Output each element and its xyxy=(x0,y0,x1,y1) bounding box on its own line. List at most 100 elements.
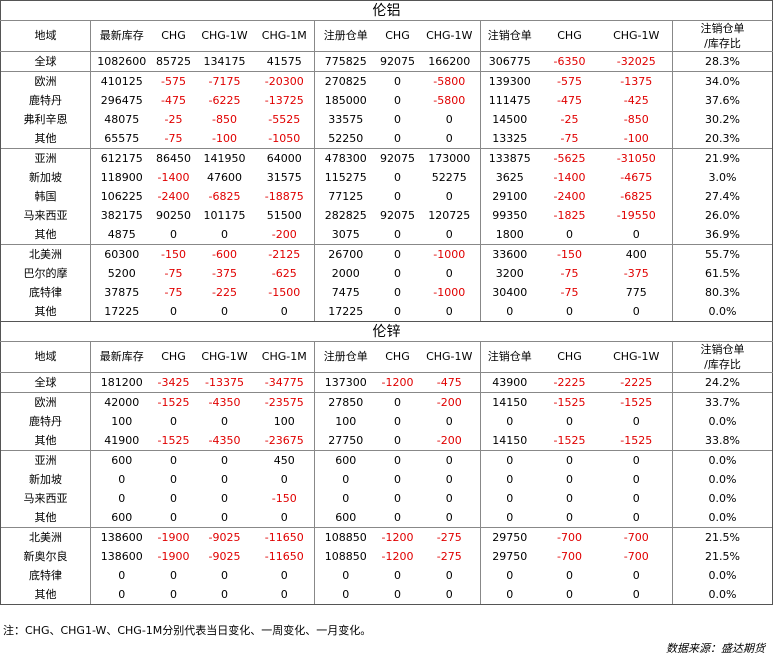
stock-value: -75 xyxy=(164,131,183,145)
stock-value: -850 xyxy=(212,112,237,126)
stock-value: -2225 xyxy=(538,372,601,393)
stock-value: -5625 xyxy=(538,148,601,168)
stock-value: 92075 xyxy=(380,208,415,222)
stock-value: -700 xyxy=(538,527,601,547)
stock-value: -4675 xyxy=(620,170,653,184)
stock-value: 60300 xyxy=(90,244,153,264)
stock-value: 17225 xyxy=(90,302,153,322)
stock-value: -700 xyxy=(557,549,582,563)
stock-value: 0 xyxy=(632,472,640,486)
column-header: 注册仓单 xyxy=(314,20,377,52)
stock-value: -34775 xyxy=(254,372,315,393)
stock-value: 0 xyxy=(376,302,419,322)
stock-value: 21.5% xyxy=(672,527,773,547)
stock-value: -150 xyxy=(271,491,297,505)
stock-value: 0 xyxy=(394,170,401,184)
stock-value: 64000 xyxy=(254,148,315,168)
column-header: 注销仓单 xyxy=(480,341,539,373)
stock-value: -9025 xyxy=(194,527,255,547)
stock-value: -625 xyxy=(271,266,297,280)
column-header: 地域 xyxy=(0,20,91,52)
country-row: 其他 600 0 0 0 600 0 0 0 0 0 0.0% xyxy=(0,508,773,528)
location-name: 韩国 xyxy=(0,187,91,206)
stock-value: 0 xyxy=(152,585,195,605)
stock-value: 0 xyxy=(170,491,177,505)
stock-value: -1050 xyxy=(268,131,301,145)
stock-value: -25 xyxy=(164,112,183,126)
stock-value: -1525 xyxy=(538,392,601,412)
location-name: 全球 xyxy=(0,51,91,72)
stock-value: 0 xyxy=(394,93,401,107)
stock-value: 13325 xyxy=(480,129,539,149)
stock-value: -23675 xyxy=(264,433,304,447)
stock-value: -31050 xyxy=(600,148,673,168)
stock-value: 0 xyxy=(376,392,419,412)
country-row: 新加坡 0 0 0 0 0 0 0 0 0 0 0.0% xyxy=(0,470,773,489)
stock-value: 14150 xyxy=(480,431,539,451)
stock-value: 27850 xyxy=(314,392,377,412)
stock-value: 26700 xyxy=(314,244,377,264)
country-row: 鹿特丹 100 0 0 100 100 0 0 0 0 0 0.0% xyxy=(0,412,773,431)
location-name: 北美洲 xyxy=(0,527,91,547)
stock-value: 0 xyxy=(221,491,228,505)
stock-value: 61.5% xyxy=(672,264,773,283)
stock-value: 612175 xyxy=(90,148,153,168)
country-row: 底特律 0 0 0 0 0 0 0 0 0 0 0.0% xyxy=(0,566,773,585)
stock-value: -5800 xyxy=(418,71,481,91)
stock-value: -850 xyxy=(623,112,649,126)
stock-value: -1900 xyxy=(152,527,195,547)
stock-value: 133875 xyxy=(480,148,539,168)
country-row: 其他 41900 -1525 -4350 -23675 27750 0 -200 14150 -1… xyxy=(0,431,773,451)
stock-value: 24.2% xyxy=(672,372,773,393)
stock-value: -75 xyxy=(560,266,579,280)
stock-value: 0 xyxy=(418,585,481,605)
stock-value: 21.5% xyxy=(672,547,773,566)
stock-value: 29750 xyxy=(480,547,539,566)
stock-value: 0 xyxy=(254,302,315,322)
stock-value: 77125 xyxy=(314,187,377,206)
stock-value: -575 xyxy=(538,71,601,91)
stock-value: 27750 xyxy=(314,431,377,451)
stock-value: 0 xyxy=(394,131,401,145)
stock-value: 100 xyxy=(314,412,377,431)
location-name: 新加坡 xyxy=(0,168,91,187)
stock-value: -200 xyxy=(418,392,481,412)
stock-value: -1200 xyxy=(376,372,419,393)
country-row: 巴尔的摩 5200 -75 -375 -625 2000 0 0 3200 -75 -375 61.5… xyxy=(0,264,773,283)
stock-value: 0 xyxy=(445,472,453,486)
stock-value: 0 xyxy=(90,489,153,508)
stock-value: -1525 xyxy=(553,433,586,447)
stock-value: 0 xyxy=(394,227,401,241)
stock-value: 47600 xyxy=(207,170,242,184)
stock-value: 41900 xyxy=(90,431,153,451)
lme-stock-table: 伦铝 地域 最新库存 CHG CHG-1W CHG-1M 注册仓单 CHG CHG-1W 注销仓单… xyxy=(0,0,773,605)
stock-value: -275 xyxy=(418,527,481,547)
stock-value: 0 xyxy=(445,266,453,280)
stock-value: 0 xyxy=(170,510,177,524)
stock-value: 3625 xyxy=(480,168,539,187)
location-name: 亚洲 xyxy=(0,450,91,470)
stock-value: -1375 xyxy=(600,71,673,91)
stock-value: -5800 xyxy=(433,93,466,107)
region-row: 亚洲 612175 86450 141950 64000 478300 92075 17300… xyxy=(0,148,773,168)
country-row: 其他 4875 0 0 -200 3075 0 0 1800 0 0 36.9% xyxy=(0,225,773,245)
stock-value: 92075 xyxy=(376,51,419,72)
stock-value: -1200 xyxy=(376,527,419,547)
column-header: CHG-1W xyxy=(194,20,255,52)
stock-value: 0 xyxy=(566,414,573,428)
stock-value: 1800 xyxy=(480,225,539,245)
country-row: 其他 65575 -75 -100 -1050 52250 0 0 13325 -75 -100 20… xyxy=(0,129,773,149)
stock-value: 0 xyxy=(394,568,401,582)
stock-value: -100 xyxy=(212,131,237,145)
stock-value: 0 xyxy=(480,585,539,605)
stock-value: 100 xyxy=(90,412,153,431)
stock-value: 0 xyxy=(445,131,453,145)
footnote: 注：CHG、CHG1-W、CHG-1M分别代表当日变化、一周变化、一月变化。 xyxy=(3,624,372,637)
column-header: CHG xyxy=(152,20,195,52)
region-row: 欧洲 42000 -1525 -4350 -23575 27850 0 -200 14150 -1… xyxy=(0,392,773,412)
stock-value: -4350 xyxy=(194,392,255,412)
stock-value: 0 xyxy=(600,585,673,605)
stock-value: 382175 xyxy=(90,206,153,225)
column-header: CHG xyxy=(538,20,601,52)
stock-value: 0 xyxy=(254,585,315,605)
